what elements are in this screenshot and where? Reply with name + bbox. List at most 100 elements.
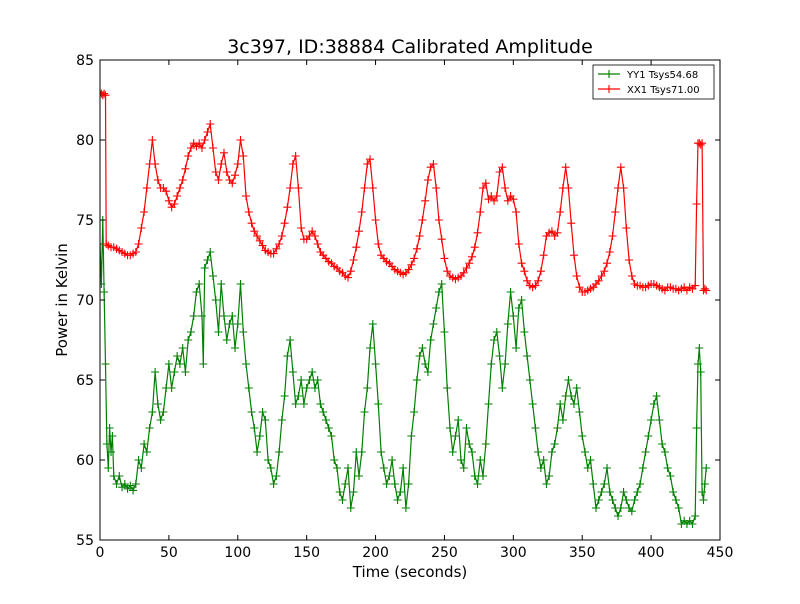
data-point-marker [702, 464, 711, 472]
data-point-marker [374, 400, 383, 408]
data-point-marker [105, 424, 114, 432]
data-point-marker [100, 280, 106, 288]
data-point-marker [465, 440, 474, 448]
data-point-marker [470, 472, 479, 480]
data-point-marker [294, 392, 303, 400]
data-point-marker [636, 480, 645, 488]
data-point-marker [332, 464, 341, 472]
data-point-marker [178, 344, 187, 352]
data-point-marker [173, 352, 182, 360]
data-point-marker [700, 284, 709, 293]
data-point-marker [476, 208, 485, 216]
data-point-marker [423, 368, 432, 376]
data-point-marker [622, 496, 631, 504]
data-point-marker [509, 195, 518, 204]
data-point-marker [220, 148, 228, 157]
data-point-marker [481, 179, 490, 188]
data-point-marker [495, 352, 504, 360]
data-point-marker [120, 480, 129, 488]
x-tick-label: 100 [224, 545, 251, 561]
series-group [100, 216, 711, 528]
data-point-marker [203, 256, 212, 264]
data-point-marker [445, 424, 454, 432]
legend-marker [605, 85, 613, 93]
legend-label: XX1 Tsys71.00 [627, 85, 700, 96]
data-point-marker [261, 416, 270, 424]
data-point-marker [236, 280, 245, 288]
data-point-marker [272, 472, 281, 480]
data-point-marker [164, 196, 173, 205]
data-point-marker [385, 472, 394, 480]
x-tick-label: 150 [293, 545, 320, 561]
data-point-marker [344, 464, 352, 472]
data-point-marker [244, 384, 253, 392]
data-point-marker [666, 472, 675, 480]
data-point-marker [536, 267, 545, 276]
data-point-marker [630, 496, 639, 504]
data-point-marker [382, 480, 391, 488]
data-point-marker [175, 360, 184, 368]
data-point-marker [341, 480, 350, 488]
data-point-marker [200, 264, 209, 272]
y-axis-label: Power in Kelvin [53, 243, 71, 357]
data-point-marker [688, 520, 697, 528]
data-point-marker [440, 328, 449, 336]
data-point-marker [479, 184, 488, 192]
data-point-marker [616, 504, 625, 512]
data-point-marker [498, 163, 507, 172]
data-point-marker [619, 488, 628, 496]
data-point-marker [231, 344, 240, 352]
data-point-marker [233, 320, 242, 328]
data-point-marker [434, 288, 443, 296]
data-point-marker [366, 155, 375, 164]
data-point-marker [134, 240, 143, 248]
data-point-marker [327, 432, 336, 440]
data-point-marker [272, 244, 281, 253]
data-point-marker [456, 456, 465, 464]
data-point-marker [692, 424, 701, 432]
data-point-marker [586, 456, 595, 464]
data-point-marker [418, 344, 427, 352]
legend-marker [605, 70, 613, 78]
data-point-marker [572, 272, 581, 280]
data-point-marker [151, 160, 160, 168]
data-point-marker [501, 360, 510, 368]
data-point-marker [214, 328, 223, 336]
data-point-marker [698, 488, 707, 496]
data-point-marker [418, 216, 427, 224]
data-point-marker [561, 163, 570, 172]
data-point-marker [344, 273, 352, 282]
data-point-marker [310, 384, 319, 392]
data-point-marker [366, 344, 375, 352]
data-point-marker [415, 232, 424, 240]
data-point-marker [100, 89, 109, 98]
data-point-marker [462, 424, 471, 432]
data-point-marker [148, 408, 157, 416]
data-point-marker [184, 152, 193, 160]
y-tick-label: 60 [76, 453, 94, 469]
data-point-marker [498, 384, 507, 392]
data-point-marker [399, 464, 408, 472]
y-tick-label: 55 [76, 533, 94, 549]
data-point-marker [258, 241, 267, 250]
y-tick-label: 80 [76, 133, 94, 149]
x-tick-label: 400 [638, 545, 665, 561]
data-point-marker [627, 272, 636, 280]
data-point-marker [148, 136, 157, 144]
data-point-marker [528, 400, 537, 408]
data-point-marker [696, 368, 705, 376]
data-point-marker [319, 408, 328, 416]
data-point-marker [170, 200, 179, 208]
data-point-marker [509, 312, 518, 320]
data-point-marker [101, 360, 110, 368]
data-point-marker [594, 276, 603, 285]
data-point-marker [539, 251, 548, 260]
data-point-marker [547, 227, 556, 236]
data-point-marker [217, 280, 226, 288]
data-point-marker [479, 472, 488, 480]
data-point-marker [239, 152, 248, 160]
data-point-marker [440, 254, 449, 263]
data-point-marker [520, 267, 529, 276]
data-point-marker [115, 472, 124, 480]
data-point-marker [153, 400, 162, 408]
